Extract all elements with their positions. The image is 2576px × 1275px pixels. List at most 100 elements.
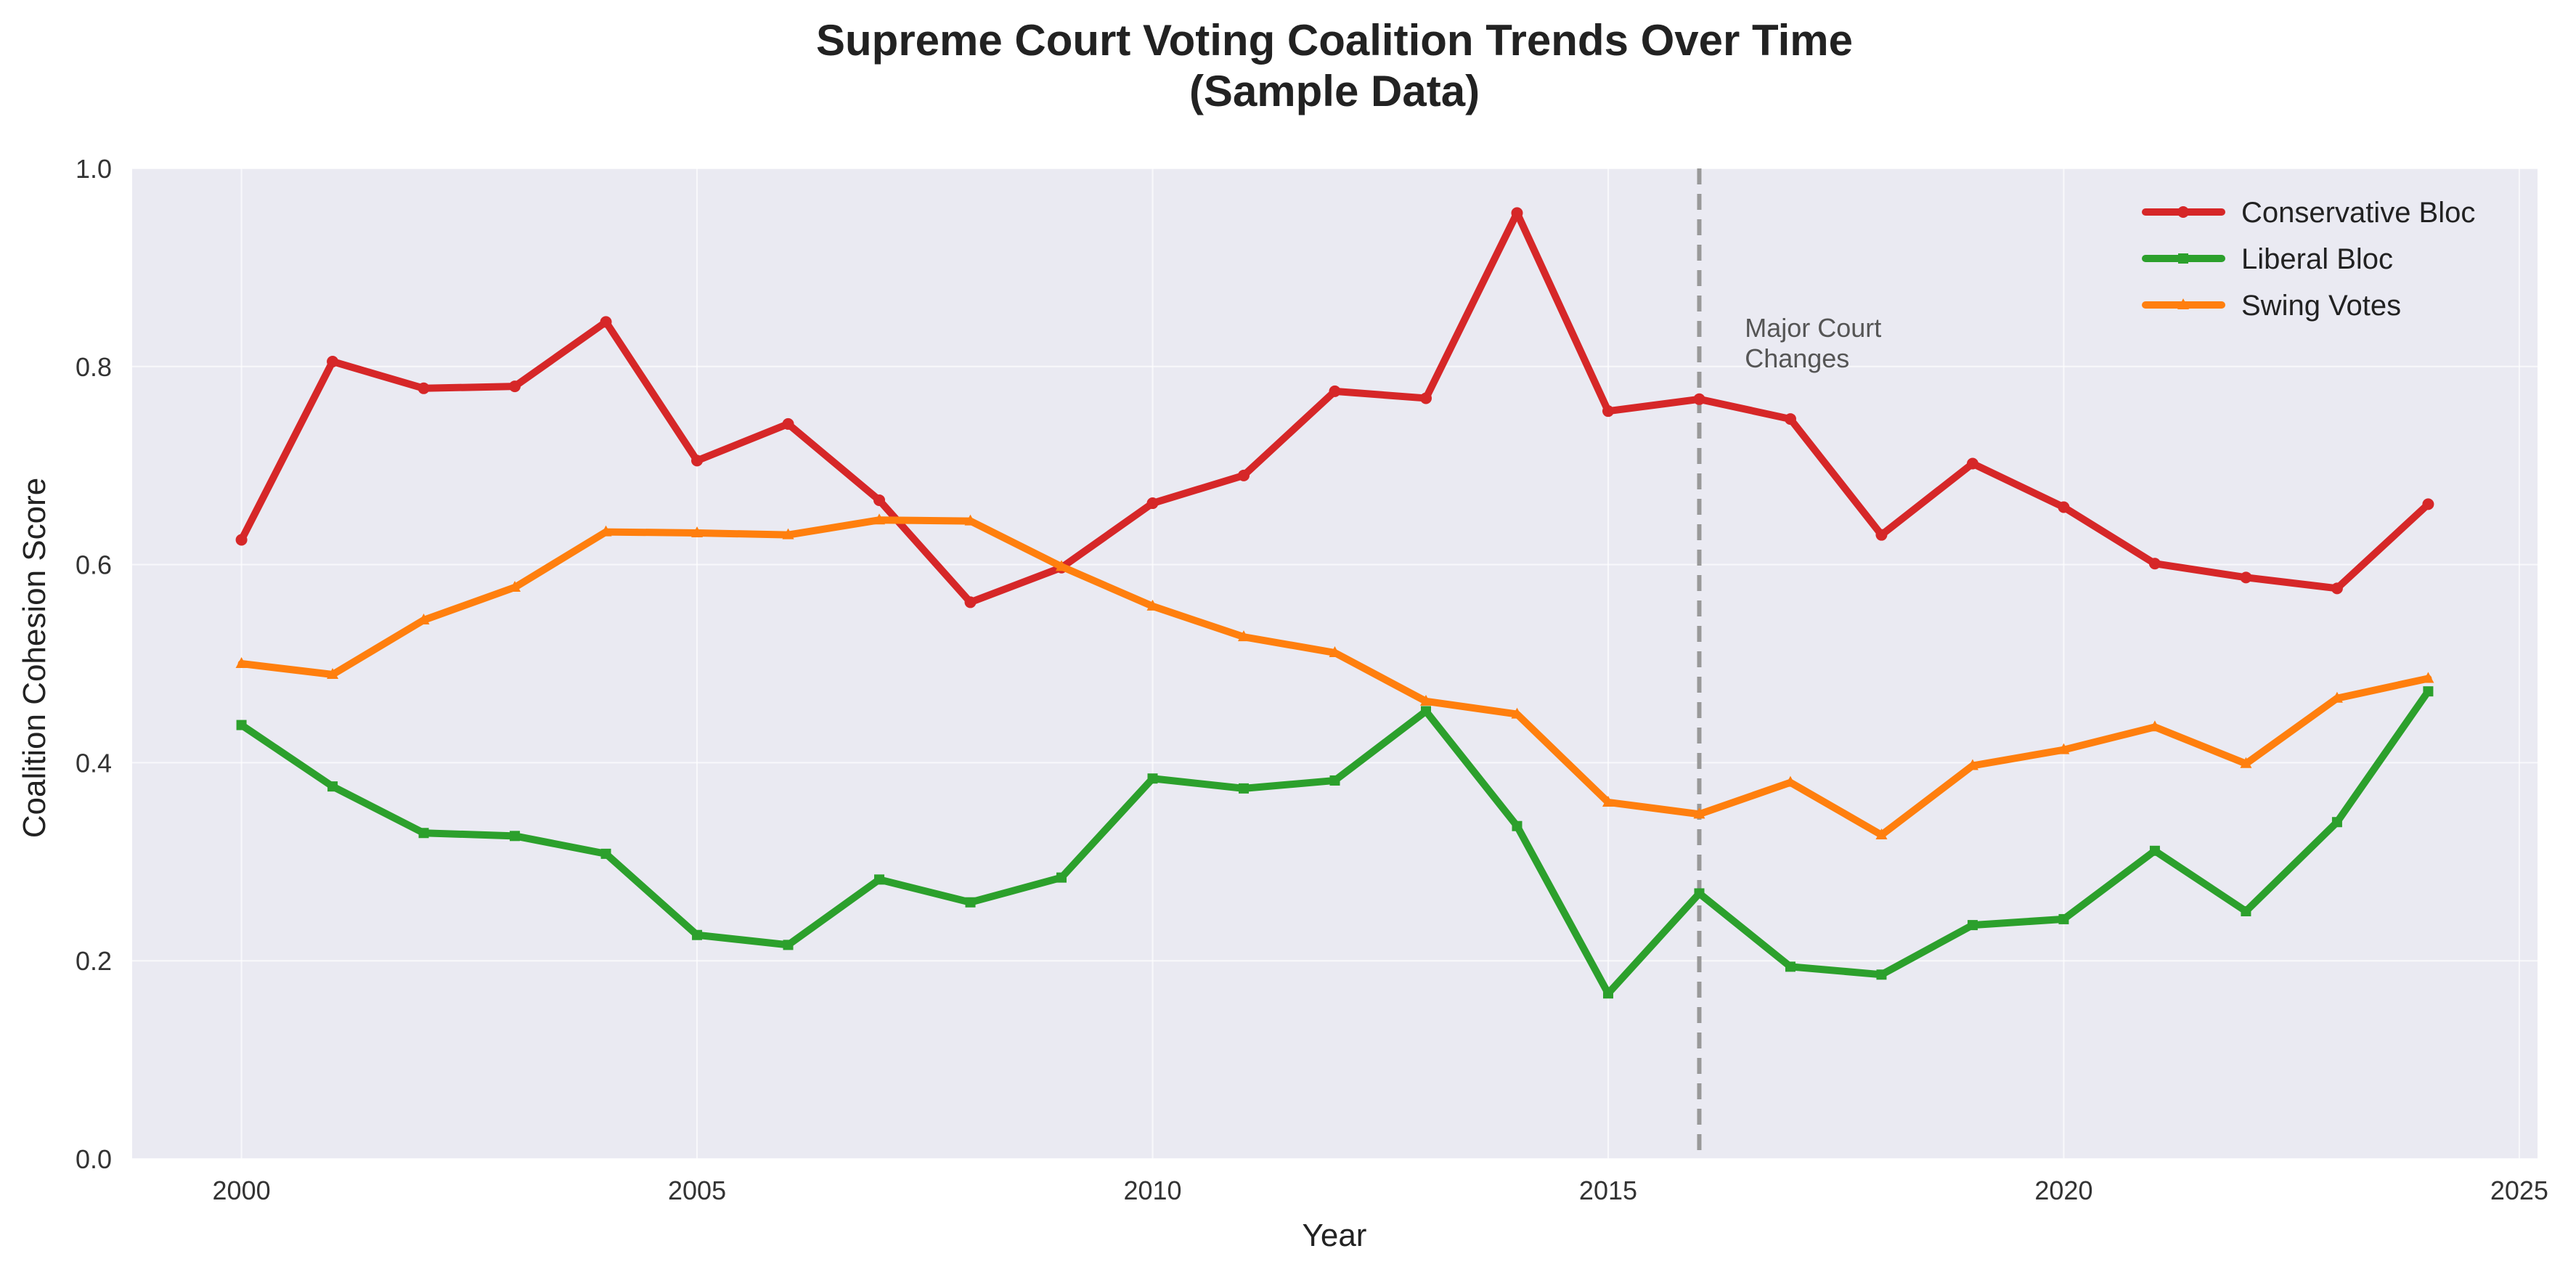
data-point — [2177, 206, 2189, 218]
y-tick-label: 0.8 — [76, 352, 112, 382]
data-point — [1602, 795, 1614, 807]
data-point — [874, 874, 885, 885]
data-point — [1146, 497, 1159, 510]
data-point — [2423, 686, 2434, 697]
x-tick-label: 2015 — [1579, 1176, 1637, 1205]
grid — [132, 168, 2538, 1160]
data-point — [1147, 773, 1158, 784]
y-tick-label: 0.4 — [76, 748, 112, 778]
data-point — [600, 525, 612, 537]
data-point — [417, 382, 430, 394]
data-point — [1511, 707, 1523, 719]
data-point — [1329, 385, 1341, 397]
chart-title-line-2: (Sample Data) — [1189, 67, 1480, 115]
data-point — [2148, 558, 2161, 570]
data-point — [1146, 599, 1159, 611]
data-point — [600, 316, 612, 328]
data-point — [783, 940, 794, 950]
data-point — [691, 455, 704, 467]
data-point — [2058, 501, 2070, 513]
data-point — [1966, 759, 1978, 770]
data-point — [2241, 906, 2251, 916]
data-point — [782, 417, 794, 430]
y-tick-label: 0.2 — [76, 946, 112, 976]
y-tick-label: 0.0 — [76, 1144, 112, 1174]
data-point — [1419, 694, 1432, 706]
data-point — [2422, 498, 2434, 510]
data-point — [964, 514, 977, 526]
tick-labels: 2000 2005 2010 2015 2020 2025 0.0 0.2 0.4 0.6 0.8 1… — [76, 154, 2548, 1205]
data-point — [2331, 582, 2343, 595]
data-point — [2422, 672, 2434, 683]
legend-item: Swing Votes — [2142, 290, 2401, 322]
data-point — [327, 355, 339, 367]
data-point — [873, 494, 886, 506]
data-point — [782, 528, 794, 539]
x-axis-label: Year — [1303, 1218, 1367, 1253]
legend-item: Liberal Bloc — [2142, 243, 2393, 275]
plot-background — [132, 168, 2538, 1159]
data-point — [2177, 298, 2189, 309]
annotation-text: Changes — [1745, 343, 1849, 373]
data-point — [1420, 706, 1431, 717]
series-swing-votes — [235, 513, 2434, 839]
data-point — [2240, 571, 2252, 584]
data-point — [1693, 807, 1705, 819]
data-point — [964, 596, 977, 608]
data-point — [236, 720, 247, 730]
data-point — [1784, 413, 1796, 425]
data-point — [2149, 845, 2160, 856]
data-point — [1056, 872, 1067, 883]
data-point — [1602, 988, 1613, 999]
data-point — [1876, 969, 1887, 980]
data-point — [327, 781, 338, 792]
data-point — [1511, 207, 1523, 219]
data-point — [2331, 691, 2343, 703]
data-point — [417, 613, 430, 624]
data-point — [691, 526, 704, 537]
x-tick-label: 2020 — [2034, 1176, 2092, 1205]
legend-item: Conservative Bloc — [2142, 197, 2475, 229]
data-point — [965, 897, 976, 908]
y-tick-label: 1.0 — [76, 154, 112, 184]
data-point — [1602, 405, 1614, 417]
annotation-text: Major Court — [1745, 313, 1881, 343]
y-tick-label: 0.6 — [76, 550, 112, 580]
data-point — [1512, 820, 1523, 831]
data-point — [1238, 469, 1250, 481]
series-liberal-bloc — [236, 686, 2434, 999]
data-point — [510, 831, 521, 842]
data-point — [1694, 888, 1705, 899]
data-point — [2058, 913, 2069, 924]
data-point — [1875, 828, 1888, 839]
data-point — [1239, 783, 1250, 794]
data-point — [600, 848, 611, 859]
y-axis-label: Coalition Cohesion Score — [17, 478, 52, 839]
data-point — [1329, 775, 1340, 786]
data-point — [2058, 743, 2070, 754]
data-point — [2148, 720, 2161, 732]
x-tick-label: 2025 — [2490, 1176, 2548, 1205]
data-point — [1875, 529, 1888, 541]
legend: Conservative Bloc Liberal Bloc Swing Votes — [2142, 197, 2475, 322]
data-point — [418, 828, 429, 839]
legend-label: Liberal Bloc — [2241, 243, 2393, 275]
x-tick-label: 2010 — [1123, 1176, 1181, 1205]
data-point — [1419, 392, 1432, 404]
chart-title-line-1: Supreme Court Voting Coalition Trends Ov… — [816, 16, 1853, 65]
data-point — [509, 380, 521, 393]
data-point — [1967, 920, 1978, 931]
x-tick-label: 2000 — [213, 1176, 271, 1205]
legend-label: Conservative Bloc — [2241, 197, 2475, 229]
data-point — [509, 580, 521, 592]
data-point — [1693, 393, 1705, 405]
data-point — [1056, 560, 1068, 571]
data-point — [1329, 645, 1341, 657]
data-point — [327, 668, 339, 680]
series-conservative-bloc — [235, 207, 2434, 608]
data-point — [1784, 775, 1796, 787]
data-point — [873, 513, 886, 525]
